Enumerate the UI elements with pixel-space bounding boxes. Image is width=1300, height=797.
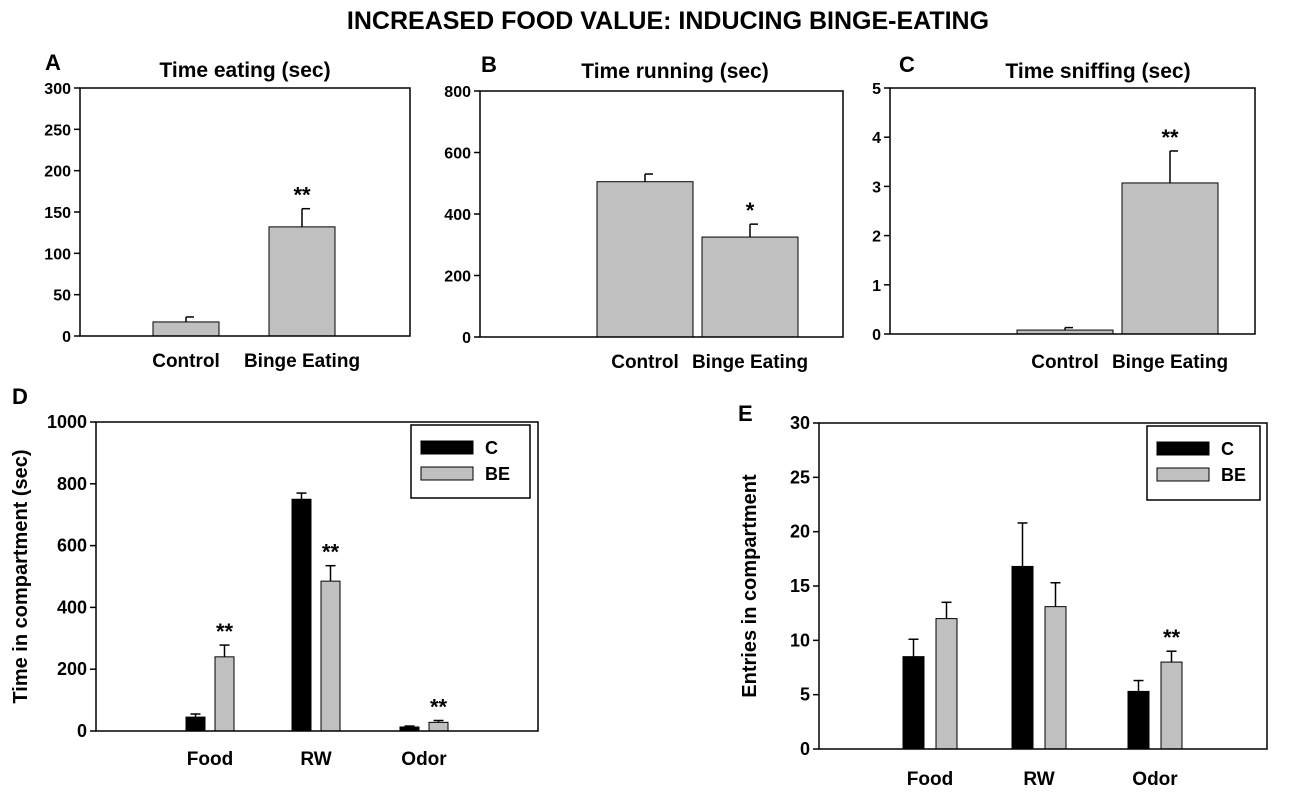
y-tick-label: 600 bbox=[444, 146, 471, 163]
bar-control bbox=[596, 181, 694, 338]
x-category-label: Binge Eating bbox=[1112, 352, 1228, 373]
panel-letter: D bbox=[12, 384, 28, 409]
legend-label: C bbox=[1221, 439, 1234, 459]
y-tick-label: 1 bbox=[872, 278, 881, 295]
panel-letter: C bbox=[899, 52, 915, 77]
plot-frame bbox=[889, 87, 1256, 335]
panel-title: Time eating (sec) bbox=[159, 59, 330, 82]
bar-c-food bbox=[902, 656, 925, 750]
x-category-label: Control bbox=[1031, 352, 1099, 373]
plot-frame bbox=[79, 87, 411, 337]
panel-a: A Time eating (sec) ** 0 50 100 150 200 250 300 Co… bbox=[44, 50, 411, 372]
y-tick-label: 0 bbox=[872, 327, 881, 344]
bar-be-odor bbox=[1160, 661, 1183, 750]
y-tick-label: 400 bbox=[444, 207, 471, 224]
x-category-label: Food bbox=[907, 769, 953, 790]
y-tick-label: 25 bbox=[790, 467, 810, 487]
significance-label: ** bbox=[322, 540, 340, 565]
x-category-label: Control bbox=[152, 351, 220, 372]
y-tick-label: 200 bbox=[57, 659, 87, 679]
panel-b: B Time running (sec) * 0 200 400 600 800 Control… bbox=[444, 52, 844, 373]
y-tick-label: 20 bbox=[790, 522, 810, 542]
y-tick-label: 200 bbox=[444, 269, 471, 286]
significance-label: ** bbox=[216, 619, 234, 644]
y-tick-label: 800 bbox=[444, 84, 471, 101]
x-category-label: Control bbox=[611, 352, 679, 373]
y-tick-label: 200 bbox=[44, 164, 71, 181]
y-tick-label: 0 bbox=[77, 721, 87, 741]
bar-c-rw bbox=[1011, 565, 1034, 750]
bar-be-food bbox=[935, 618, 958, 750]
y-axis-label: Time in compartment (sec) bbox=[10, 449, 32, 703]
y-axis-label: Entries in compartment bbox=[739, 474, 761, 698]
y-tick-label: 400 bbox=[57, 597, 87, 617]
legend-swatch-be bbox=[1156, 467, 1210, 482]
y-tick-label: 250 bbox=[44, 122, 71, 139]
y-tick-label: 100 bbox=[44, 246, 71, 263]
y-tick-label: 300 bbox=[44, 81, 71, 98]
x-category-label: RW bbox=[300, 749, 331, 770]
bar-c-rw bbox=[291, 498, 312, 732]
panel-title: Time sniffing (sec) bbox=[1005, 60, 1190, 83]
panel-e: E Entries in compartment ** 0 5 10 15 20 25 30 Foo… bbox=[738, 401, 1268, 790]
y-tick-label: 2 bbox=[872, 229, 881, 246]
y-tick-label: 0 bbox=[800, 739, 810, 759]
legend-swatch-c bbox=[1156, 441, 1210, 456]
significance-label: * bbox=[746, 198, 755, 223]
bar-binge-eating bbox=[1121, 182, 1219, 335]
x-category-label: Odor bbox=[401, 749, 447, 770]
legend-swatch-be bbox=[420, 466, 474, 481]
y-tick-label: 50 bbox=[53, 288, 71, 305]
y-tick-label: 0 bbox=[62, 329, 71, 346]
y-tick-label: 3 bbox=[872, 179, 881, 196]
x-category-label: Food bbox=[187, 749, 233, 770]
x-category-label: Binge Eating bbox=[244, 351, 360, 372]
y-tick-label: 15 bbox=[790, 576, 810, 596]
x-category-label: Odor bbox=[1132, 769, 1178, 790]
bar-c-food bbox=[185, 716, 206, 732]
plot-frame bbox=[95, 421, 539, 732]
panel-letter: E bbox=[738, 401, 753, 426]
y-tick-label: 10 bbox=[790, 630, 810, 650]
significance-label: ** bbox=[1161, 125, 1179, 150]
panel-d: D Time in compartment (sec) ** ** ** 0 200 400 6… bbox=[10, 384, 539, 770]
legend-label: C bbox=[485, 438, 498, 458]
y-tick-label: 600 bbox=[57, 536, 87, 556]
y-tick-label: 800 bbox=[57, 474, 87, 494]
legend-label: BE bbox=[1221, 465, 1246, 485]
y-tick-label: 30 bbox=[790, 413, 810, 433]
legend-swatch-c bbox=[420, 440, 474, 455]
bar-be-rw bbox=[320, 580, 341, 732]
bar-be-odor bbox=[428, 721, 449, 732]
y-tick-label: 1000 bbox=[47, 412, 87, 432]
significance-label: ** bbox=[1163, 625, 1181, 650]
panel-letter: B bbox=[481, 52, 497, 77]
significance-label: ** bbox=[293, 183, 311, 208]
legend-label: BE bbox=[485, 464, 510, 484]
y-tick-label: 4 bbox=[872, 130, 881, 147]
bar-binge-eating bbox=[268, 226, 336, 337]
y-tick-label: 5 bbox=[872, 81, 881, 98]
bar-c-odor bbox=[1127, 690, 1150, 750]
panel-letter: A bbox=[45, 50, 61, 75]
y-tick-label: 0 bbox=[462, 330, 471, 347]
x-category-label: Binge Eating bbox=[692, 352, 808, 373]
bar-be-rw bbox=[1044, 606, 1067, 750]
x-category-label: RW bbox=[1023, 769, 1054, 790]
legend-box bbox=[410, 424, 531, 499]
panel-c: C Time sniffing (sec) ** 0 1 2 3 4 5 Control Binge… bbox=[872, 52, 1256, 373]
legend-box bbox=[1146, 425, 1261, 501]
figure-title: INCREASED FOOD VALUE: INDUCING BINGE-EAT… bbox=[347, 7, 989, 35]
y-tick-label: 150 bbox=[44, 205, 71, 222]
bar-control bbox=[152, 321, 220, 337]
bar-binge-eating bbox=[701, 236, 799, 338]
y-tick-label: 5 bbox=[800, 685, 810, 705]
bar-be-food bbox=[214, 656, 235, 732]
panel-title: Time running (sec) bbox=[581, 60, 768, 83]
significance-label: ** bbox=[430, 694, 448, 719]
